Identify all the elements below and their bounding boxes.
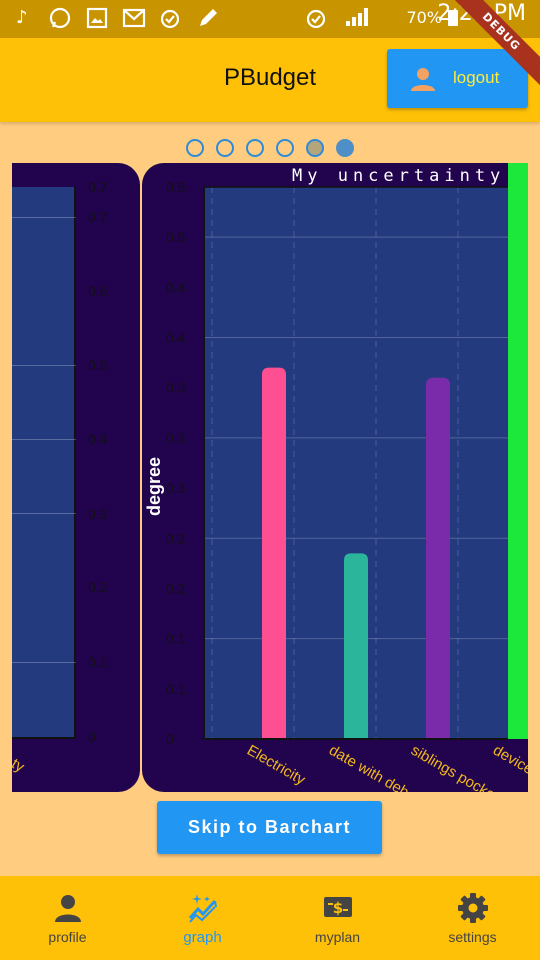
nav-item-myplan[interactable]: $ myplan xyxy=(270,876,405,960)
bottom-navigation: profile graph $ myplan xyxy=(0,876,540,960)
y-tick-label: 0.4 xyxy=(166,330,186,346)
x-category-label: Electricity xyxy=(244,742,309,789)
previous-chart-card[interactable]: 0.7 0.7 0.6 0.5 0.4 0.3 0.2 0.1 0 ty xyxy=(12,163,140,792)
y-tick-label: 0.4 xyxy=(88,431,108,447)
grid-line xyxy=(12,365,76,366)
y-tick-label: 0.1 xyxy=(88,654,108,670)
x-category-label: device s xyxy=(490,742,528,784)
y-axis-label: degree xyxy=(144,457,164,516)
page-indicator xyxy=(186,139,356,159)
y-tick-label: 0.1 xyxy=(166,681,186,697)
signal-icon xyxy=(346,8,368,26)
logout-label: logout xyxy=(453,68,500,87)
status-bar: ♪ 70% 2:22 PM xyxy=(0,0,540,38)
y-tick-label: 0.7 xyxy=(88,179,108,195)
nav-label: myplan xyxy=(314,929,361,945)
y-tick-label: 0.3 xyxy=(166,480,186,496)
battery-percent: 70% xyxy=(406,8,442,27)
y-tick-label: 0.2 xyxy=(166,580,186,596)
auto-graph-icon xyxy=(188,894,217,923)
y-tick-label: 0 xyxy=(166,731,174,747)
y-tick-label: 0.3 xyxy=(88,506,108,522)
whatsapp-icon xyxy=(49,7,71,29)
y-tick-label: 0 xyxy=(88,729,96,745)
chart-title: My uncertainty xyxy=(292,166,505,186)
person-icon xyxy=(411,68,435,91)
nav-label: settings xyxy=(448,929,497,945)
y-tick-label: 0.5 xyxy=(166,179,186,195)
mail-icon xyxy=(122,8,146,28)
y-ticks: 0.5 0.5 0.4 0.4 0.3 0.3 0.3 0.2 0.2 0.1 0.1 0 xyxy=(166,179,186,747)
x-category-label: ty xyxy=(12,755,28,776)
nav-label: graph xyxy=(183,929,222,946)
person-icon xyxy=(55,895,81,922)
nav-item-graph[interactable]: graph xyxy=(135,876,270,960)
y-tick-label: 0.2 xyxy=(166,530,186,546)
grid-line xyxy=(12,513,76,514)
uncertainty-chart-card[interactable]: 0.5 0.5 0.4 0.4 0.3 0.3 0.3 0.2 0.2 0.1 0.1 0 Elect… xyxy=(142,163,528,792)
music-icon: ♪ xyxy=(16,7,28,28)
bar-Electricity xyxy=(262,367,286,739)
skip-to-barchart-button[interactable]: Skip to Barchart xyxy=(157,801,382,854)
page-dot-3[interactable] xyxy=(246,139,264,157)
bar-device-s xyxy=(508,163,528,739)
page-dot-4[interactable] xyxy=(276,139,294,157)
y-tick-label: 0.1 xyxy=(166,631,186,647)
y-tick-label: 0.4 xyxy=(166,279,186,295)
alarm-icon xyxy=(306,9,326,29)
battery-icon xyxy=(448,10,458,26)
page-dot-1[interactable] xyxy=(186,139,204,157)
svg-text:$: $ xyxy=(333,899,343,917)
y-tick-label: 0.3 xyxy=(166,430,186,446)
y-tick-label: 0.7 xyxy=(88,209,108,225)
bar-siblings-pocket-money xyxy=(426,377,450,739)
app-bar: PBudget logout xyxy=(0,38,540,122)
bar-date-with-deborah xyxy=(344,553,368,739)
grid-line xyxy=(12,439,76,440)
nav-item-settings[interactable]: settings xyxy=(405,876,540,960)
nav-item-profile[interactable]: profile xyxy=(0,876,135,960)
bar-chart: 0.5 0.5 0.4 0.4 0.3 0.3 0.3 0.2 0.2 0.1 0.1 0 Elect… xyxy=(144,163,528,792)
bars xyxy=(262,163,528,739)
previous-chart-plot xyxy=(12,187,76,739)
grid-line xyxy=(12,662,76,663)
alarm-icon xyxy=(160,9,180,29)
page-title: PBudget xyxy=(223,64,317,91)
y-tick-label: 0.3 xyxy=(166,380,186,396)
gear-icon xyxy=(458,893,488,923)
page-dot-5[interactable] xyxy=(306,139,324,157)
edit-icon xyxy=(200,9,217,26)
nav-label: profile xyxy=(48,929,87,945)
y-tick-label: 0.6 xyxy=(88,283,108,299)
gallery-icon xyxy=(86,7,108,29)
page-dot-6-active[interactable] xyxy=(336,139,354,157)
page-dot-2[interactable] xyxy=(216,139,234,157)
y-tick-label: 0.5 xyxy=(88,357,108,373)
y-tick-label: 0.2 xyxy=(88,579,108,595)
money-icon: $ xyxy=(324,897,352,917)
logout-button[interactable]: logout xyxy=(387,49,528,108)
y-tick-label: 0.5 xyxy=(166,229,186,245)
grid-line xyxy=(12,217,76,218)
